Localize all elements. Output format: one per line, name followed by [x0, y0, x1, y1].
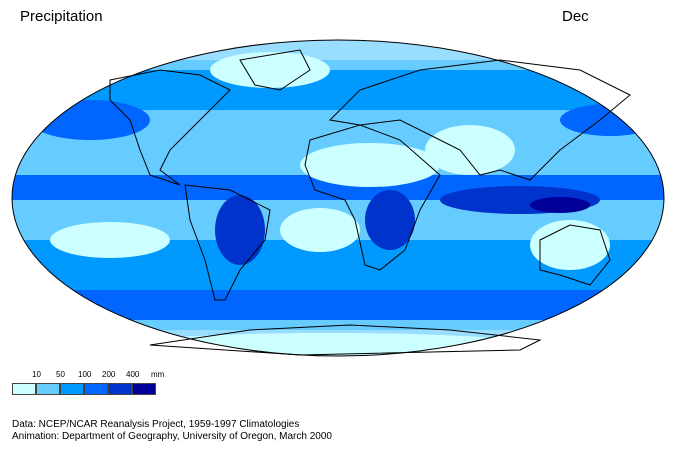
legend-swatch [60, 383, 84, 395]
legend-break: 200 [102, 370, 116, 379]
legend-break: 50 [56, 370, 65, 379]
legend-swatch [108, 383, 132, 395]
globe-outline [11, 39, 665, 357]
legend-break: 100 [78, 370, 92, 379]
animation-credit: Animation: Department of Geography, Univ… [12, 431, 332, 442]
coastlines [109, 49, 631, 356]
precipitation-field [12, 40, 664, 356]
legend-break: 10 [32, 370, 41, 379]
map-title: Precipitation [20, 8, 103, 25]
legend-swatch [36, 383, 60, 395]
legend-unit: mm [151, 370, 165, 379]
legend-swatch [132, 383, 156, 395]
month-label: Dec [562, 8, 589, 25]
legend-swatch [84, 383, 108, 395]
legend-swatch [12, 383, 36, 395]
data-credit: Data: NCEP/NCAR Reanalysis Project, 1959… [12, 419, 300, 430]
legend-break: 400 [126, 370, 140, 379]
